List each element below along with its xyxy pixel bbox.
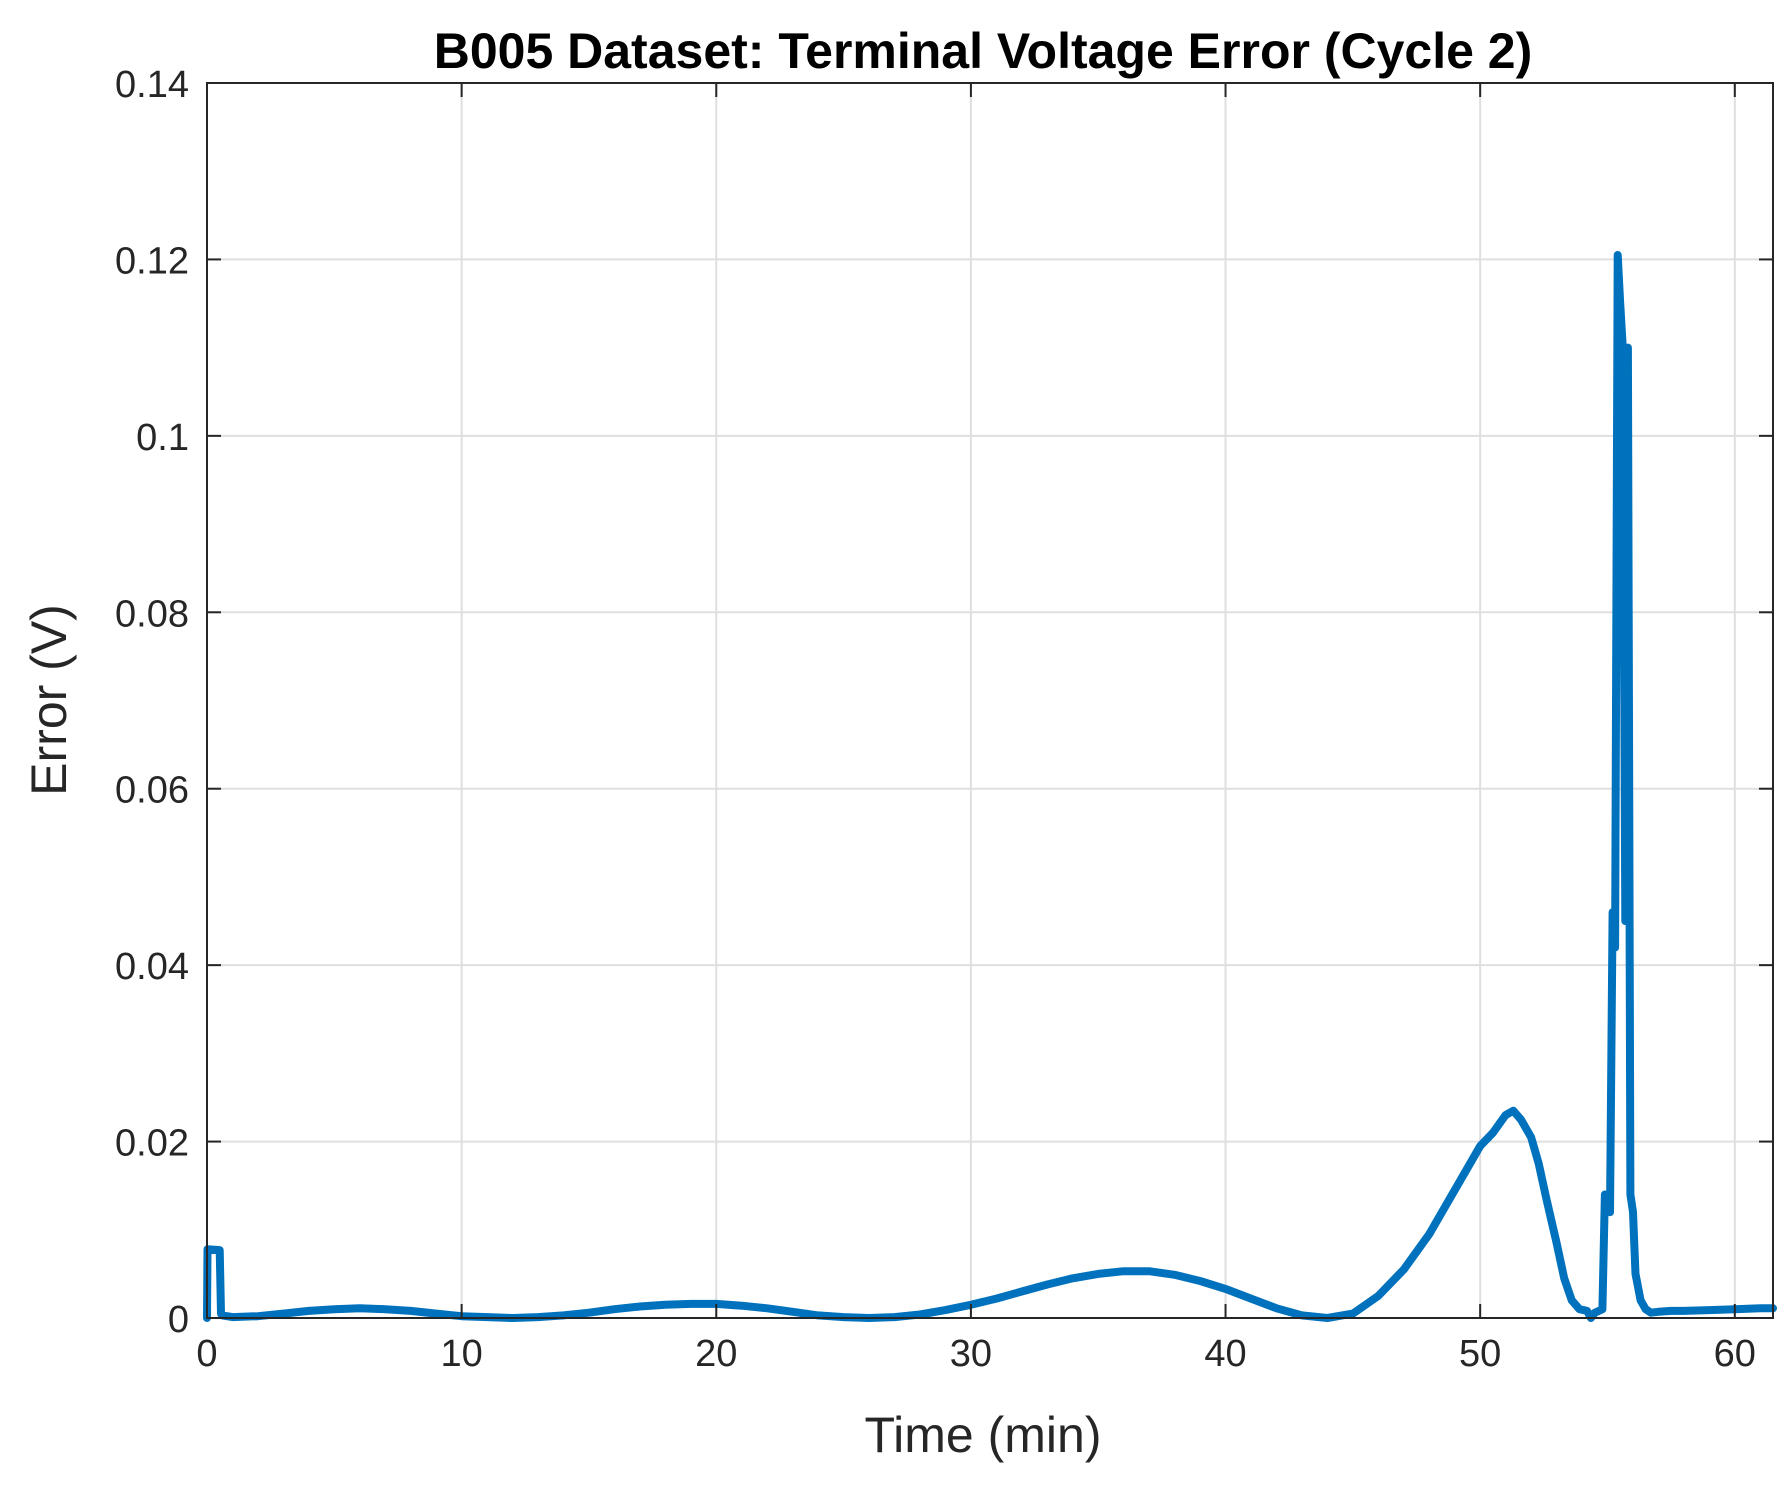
x-tick-label: 10 <box>440 1333 482 1375</box>
y-tick-label: 0.02 <box>115 1123 189 1165</box>
x-tick-label: 40 <box>1204 1333 1246 1375</box>
x-tick-label: 0 <box>196 1333 217 1375</box>
axes-box <box>206 82 1774 1319</box>
axes <box>206 82 1774 1319</box>
y-tick-label: 0.12 <box>115 240 189 282</box>
grid-lines <box>206 82 1773 1319</box>
y-tick-label: 0.08 <box>115 593 189 635</box>
y-axis-label: Error (V) <box>21 604 77 796</box>
y-tick-label: 0.06 <box>115 770 189 812</box>
chart-title: B005 Dataset: Terminal Voltage Error (Cy… <box>434 23 1533 79</box>
y-tick-label: 0.14 <box>115 64 189 106</box>
x-tick-label: 30 <box>950 1333 992 1375</box>
x-axis-label: Time (min) <box>864 1407 1101 1463</box>
y-tick-label: 0.04 <box>115 946 189 988</box>
y-tick-label: 0 <box>168 1299 189 1341</box>
x-tick-label: 60 <box>1714 1333 1756 1375</box>
tick-labels: 0 10 20 30 40 50 60 0 0.02 0.04 0.06 0.08 0.1 0.12 0.1… <box>115 64 1756 1375</box>
x-tick-label: 50 <box>1459 1333 1501 1375</box>
y-tick-label: 0.1 <box>136 417 189 459</box>
x-tick-label: 20 <box>695 1333 737 1375</box>
